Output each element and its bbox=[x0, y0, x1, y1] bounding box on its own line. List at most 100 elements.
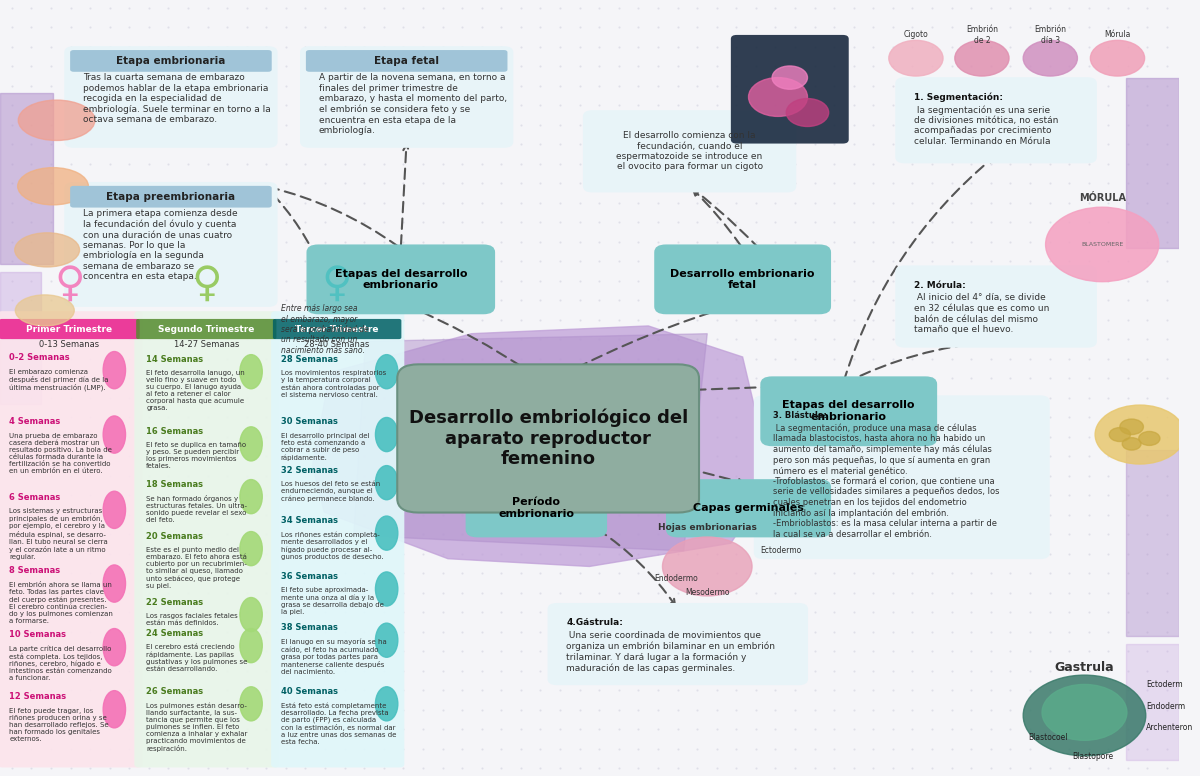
Text: El feto puede tragar, los
riñones producen orina y se
han desarrollado reflejos.: El feto puede tragar, los riñones produc… bbox=[10, 708, 109, 742]
Circle shape bbox=[786, 99, 829, 126]
Text: Embrión
día 3: Embrión día 3 bbox=[1034, 26, 1067, 45]
Text: El desarrollo principal del
feto está comenzando a
cobrar a subir de peso
rápida: El desarrollo principal del feto está co… bbox=[281, 433, 370, 461]
Polygon shape bbox=[1126, 644, 1178, 760]
Text: Se han formado órganos y
estructuras fetales. Un ultra-
sonido puede revelar el : Se han formado órganos y estructuras fet… bbox=[146, 495, 247, 523]
Text: 3. Blástula:: 3. Blástula: bbox=[773, 411, 827, 420]
FancyBboxPatch shape bbox=[300, 47, 514, 147]
FancyBboxPatch shape bbox=[761, 376, 937, 446]
FancyBboxPatch shape bbox=[754, 396, 1050, 559]
Text: Los movimientos respiratorios
y la temperatura corporal
están ahora controladas : Los movimientos respiratorios y la tempe… bbox=[281, 370, 386, 398]
Circle shape bbox=[1109, 428, 1130, 442]
Text: Mórula: Mórula bbox=[1104, 30, 1130, 40]
Circle shape bbox=[1139, 431, 1160, 445]
Text: 30 Semanas: 30 Semanas bbox=[281, 417, 337, 427]
FancyBboxPatch shape bbox=[654, 244, 832, 314]
Text: Este es el punto medio del
embarazo. El feto ahora está
cubierto por un recubrim: Este es el punto medio del embarazo. El … bbox=[146, 547, 247, 589]
Ellipse shape bbox=[240, 427, 263, 461]
Ellipse shape bbox=[240, 687, 263, 721]
FancyBboxPatch shape bbox=[70, 185, 271, 207]
FancyBboxPatch shape bbox=[306, 244, 496, 314]
Text: 14-27 Semanas: 14-27 Semanas bbox=[174, 340, 239, 349]
Ellipse shape bbox=[240, 355, 263, 389]
Text: 8 Semanas: 8 Semanas bbox=[10, 566, 60, 576]
Circle shape bbox=[1122, 438, 1141, 450]
Text: 34 Semanas: 34 Semanas bbox=[281, 516, 337, 525]
Circle shape bbox=[1091, 40, 1145, 76]
FancyBboxPatch shape bbox=[0, 311, 143, 767]
Text: ♀: ♀ bbox=[322, 262, 353, 304]
Text: La primera etapa comienza desde
la fecundación del óvulo y cuenta
con una duraci: La primera etapa comienza desde la fecun… bbox=[83, 209, 238, 281]
FancyBboxPatch shape bbox=[136, 319, 276, 339]
Circle shape bbox=[889, 40, 943, 76]
Polygon shape bbox=[1126, 450, 1178, 636]
Polygon shape bbox=[1126, 78, 1178, 248]
Polygon shape bbox=[0, 93, 53, 264]
Text: El feto sube aproximada-
mente una onza al día y la
grasa se desarrolla debajo d: El feto sube aproximada- mente una onza … bbox=[281, 587, 384, 615]
Ellipse shape bbox=[376, 466, 398, 500]
Circle shape bbox=[1096, 405, 1184, 464]
Polygon shape bbox=[354, 334, 707, 551]
Ellipse shape bbox=[103, 352, 126, 389]
Text: El lanugo en su mayoría se ha
caído, el feto ha acumulado
grasa por todas partes: El lanugo en su mayoría se ha caído, el … bbox=[281, 639, 386, 675]
Ellipse shape bbox=[240, 480, 263, 514]
Ellipse shape bbox=[376, 417, 398, 452]
Text: Al inicio del 4° día, se divide
en 32 células que es como un
balón de células de: Al inicio del 4° día, se divide en 32 cé… bbox=[914, 293, 1050, 334]
FancyBboxPatch shape bbox=[666, 480, 832, 538]
Text: Primer Trimestre: Primer Trimestre bbox=[26, 324, 113, 334]
Text: Ectoderm: Ectoderm bbox=[1146, 680, 1182, 689]
Text: 0-2 Semanas: 0-2 Semanas bbox=[10, 353, 70, 362]
FancyBboxPatch shape bbox=[731, 35, 848, 144]
Circle shape bbox=[1045, 207, 1159, 282]
Text: Tercer Trimestre: Tercer Trimestre bbox=[295, 324, 379, 334]
Circle shape bbox=[1120, 419, 1144, 435]
Text: El feto desarrolla lanugo, un
vello fino y suave en todo
su cuerpo. El lanugo ay: El feto desarrolla lanugo, un vello fino… bbox=[146, 370, 245, 411]
Polygon shape bbox=[312, 326, 772, 566]
Ellipse shape bbox=[240, 598, 263, 632]
Ellipse shape bbox=[18, 168, 89, 205]
Text: El embarazo comienza
después del primer día de la
última menstruación (LMP).: El embarazo comienza después del primer … bbox=[10, 369, 109, 392]
Text: El cerebro está creciendo
rápidamente. Las papilas
gustativas y los pulmones se
: El cerebro está creciendo rápidamente. L… bbox=[146, 644, 247, 672]
FancyBboxPatch shape bbox=[70, 50, 271, 72]
FancyBboxPatch shape bbox=[0, 319, 139, 339]
Text: 12 Semanas: 12 Semanas bbox=[10, 692, 66, 702]
Text: Endodermo: Endodermo bbox=[654, 573, 698, 583]
Ellipse shape bbox=[376, 355, 398, 389]
Text: El embrión ahora se llama un
feto. Todas las partes clave
del cuerpo están prese: El embrión ahora se llama un feto. Todas… bbox=[10, 582, 113, 624]
FancyBboxPatch shape bbox=[547, 603, 808, 685]
Ellipse shape bbox=[103, 691, 126, 728]
Circle shape bbox=[772, 66, 808, 89]
Text: 36 Semanas: 36 Semanas bbox=[281, 572, 337, 581]
FancyBboxPatch shape bbox=[397, 365, 700, 513]
Text: Etapas del desarrollo
embrionario: Etapas del desarrollo embrionario bbox=[335, 268, 467, 290]
Text: Los huesos del feto se están
endurneciendo, aunque el
cráneo permanece blando.: Los huesos del feto se están endurnecien… bbox=[281, 481, 380, 502]
Text: Tras la cuarta semana de embarazo
podemos hablar de la etapa embrionaria
recogid: Tras la cuarta semana de embarazo podemo… bbox=[83, 74, 271, 124]
Text: Una serie coordinada de movimientos que
organiza un embrión bilaminar en un embr: Una serie coordinada de movimientos que … bbox=[566, 631, 775, 673]
Ellipse shape bbox=[14, 233, 79, 267]
Text: 38 Semanas: 38 Semanas bbox=[281, 623, 337, 632]
FancyBboxPatch shape bbox=[306, 50, 508, 72]
Text: A partir de la novena semana, en torno a
finales del primer trimestre de
embaraz: A partir de la novena semana, en torno a… bbox=[319, 74, 506, 135]
Ellipse shape bbox=[103, 416, 126, 453]
Ellipse shape bbox=[376, 687, 398, 721]
Text: la segmentación es una serie
de divisiones mitótica, no están
acompañadas por cr: la segmentación es una serie de division… bbox=[914, 106, 1058, 146]
Text: 18 Semanas: 18 Semanas bbox=[146, 480, 203, 489]
Text: 4 Semanas: 4 Semanas bbox=[10, 417, 61, 427]
Text: 20 Semanas: 20 Semanas bbox=[146, 532, 203, 541]
Text: 2. Mórula:: 2. Mórula: bbox=[914, 281, 966, 290]
FancyBboxPatch shape bbox=[272, 319, 401, 339]
Text: 1. Segmentación:: 1. Segmentación: bbox=[914, 93, 1003, 102]
Text: Los pulmones están desarro-
llando surfactante, la sus-
tancia que permite que l: Los pulmones están desarro- llando surfa… bbox=[146, 702, 247, 752]
Ellipse shape bbox=[103, 565, 126, 602]
Text: 28-40 Semanas: 28-40 Semanas bbox=[305, 340, 370, 349]
Ellipse shape bbox=[103, 491, 126, 528]
Text: Etapas del desarrollo
embrionario: Etapas del desarrollo embrionario bbox=[782, 400, 914, 422]
Text: 24 Semanas: 24 Semanas bbox=[146, 629, 203, 638]
Text: ♀: ♀ bbox=[191, 262, 222, 304]
Polygon shape bbox=[0, 272, 41, 404]
Text: Blastocoel: Blastocoel bbox=[1028, 733, 1068, 742]
Text: 0-13 Semanas: 0-13 Semanas bbox=[40, 340, 100, 349]
FancyBboxPatch shape bbox=[583, 110, 797, 192]
FancyBboxPatch shape bbox=[271, 311, 404, 767]
Text: Archenteron: Archenteron bbox=[1146, 723, 1193, 733]
Ellipse shape bbox=[376, 572, 398, 606]
